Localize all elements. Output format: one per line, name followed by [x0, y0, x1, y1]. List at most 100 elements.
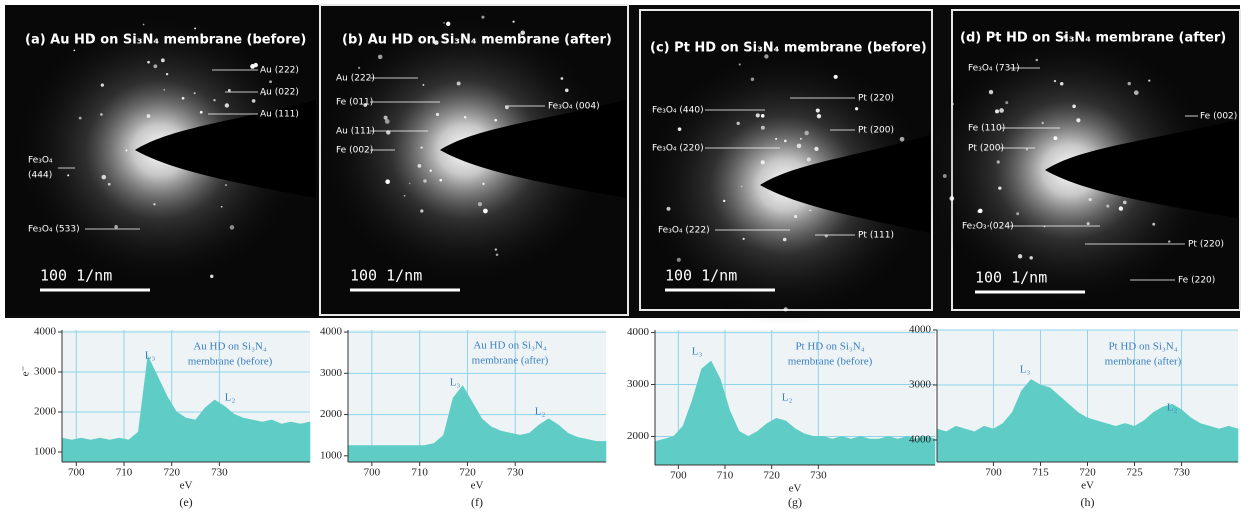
diffraction-spot	[483, 36, 487, 40]
diffraction-spot	[194, 27, 197, 30]
diffraction-spot	[383, 115, 388, 120]
diffraction-spot	[193, 92, 196, 95]
diffraction-panel: (a) Au HD on Si₃N₄ membrane (before) 100 …	[5, 5, 318, 315]
diffraction-spot	[814, 146, 819, 151]
y-tick-label: 3000	[320, 367, 343, 379]
diffraction-spot	[1168, 240, 1171, 243]
x-axis-title: eV	[789, 483, 802, 495]
diffraction-spot	[833, 74, 838, 79]
diffraction-spot	[357, 66, 361, 69]
diffraction-spot	[783, 139, 787, 143]
diffraction-spot	[742, 237, 745, 240]
diffraction-spot	[978, 208, 983, 214]
diffraction-spot	[998, 186, 1002, 190]
diffraction-spot	[760, 114, 765, 118]
diffraction-spot	[429, 169, 432, 172]
diffraction-spot	[560, 77, 564, 80]
scale-bar-label: 100 1/nm	[975, 269, 1047, 287]
diffraction-spot	[1005, 101, 1009, 105]
diffraction-spot	[114, 225, 118, 229]
annotation: Au HD on Si₃N₄	[193, 341, 267, 353]
diffraction-spot	[1063, 35, 1067, 39]
diffraction-spot	[949, 196, 955, 201]
diffraction-spot	[456, 81, 461, 86]
diffraction-spot	[160, 58, 165, 63]
diffraction-spot	[494, 118, 497, 122]
panel-title: (a) Au HD on Si₃N₄ membrane (before)	[25, 33, 306, 48]
diffraction-spot	[1025, 148, 1029, 151]
diffraction-spot	[806, 157, 811, 162]
y-tick-label: 2000	[627, 430, 650, 442]
diffraction-spot	[384, 119, 390, 124]
x-tick-label: 710	[411, 467, 428, 479]
diffraction-spot	[220, 205, 223, 208]
diffraction-spot	[800, 48, 805, 53]
diffraction-spot	[227, 88, 231, 92]
diffraction-spot	[1017, 254, 1023, 259]
diffraction-spot	[750, 77, 755, 81]
diffraction-spot	[1106, 204, 1110, 208]
diffraction-spot	[1053, 79, 1057, 83]
diffraction-spot	[90, 35, 95, 39]
diffraction-spot	[1029, 256, 1033, 260]
diffraction-spot	[417, 164, 422, 168]
reflection-label: Au (222)	[260, 66, 299, 76]
diffraction-spot	[855, 107, 859, 111]
diffraction-spot	[100, 113, 103, 116]
diffraction-spot	[147, 60, 150, 64]
peak-label: L₂	[535, 406, 546, 418]
diffraction-spot	[165, 72, 169, 76]
y-tick-label: 4000	[320, 326, 343, 338]
diffraction-spot	[420, 146, 423, 149]
diffraction-spot	[482, 182, 485, 186]
diffraction-spot	[363, 103, 368, 107]
y-tick-label: 3000	[627, 378, 650, 390]
diffraction-spot	[1122, 200, 1127, 205]
diffraction-spot	[439, 178, 443, 182]
diffraction-spot	[1088, 198, 1092, 202]
diffraction-spot	[263, 93, 266, 96]
diffraction-panel: (c) Pt HD on Si₃N₄ membrane (before) 100 …	[635, 9, 935, 325]
x-tick-label: 715	[1032, 467, 1049, 479]
diffraction-spot	[736, 121, 740, 125]
annotation: membrane (before)	[188, 356, 273, 368]
panel-title: (c) Pt HD on Si₃N₄ membrane (before)	[650, 41, 927, 56]
diffraction-panel: (d) Pt HD on Si₃N₄ membrane (after) 100 1…	[920, 9, 1241, 311]
diffraction-spot	[755, 113, 760, 118]
diffraction-spot	[1041, 121, 1044, 125]
diffraction-spot	[125, 149, 128, 152]
diffraction-spot	[999, 108, 1004, 113]
reflection-label: Fe (002)	[336, 146, 373, 156]
diffraction-spot	[782, 237, 787, 242]
y-tick-label: 4000	[34, 326, 57, 338]
diffraction-spot	[505, 105, 509, 110]
x-tick-label: 730	[810, 470, 827, 482]
diffraction-spot	[1059, 81, 1064, 86]
y-tick-label: 3000	[34, 366, 57, 378]
reflection-label: Fe (220)	[1178, 276, 1215, 286]
panel-caption: (h)	[1081, 495, 1095, 509]
reflection-label: (444)	[28, 171, 52, 181]
annotation: Pt HD on Si₃N₄	[795, 341, 864, 353]
x-axis-title: eV	[180, 480, 193, 492]
diffraction-spot	[1035, 58, 1039, 62]
y-tick-label: 2000	[34, 406, 57, 418]
reflection-label: Fe₃O₄ (220)	[652, 144, 704, 154]
annotation: Pt HD on Si₃N₄	[1108, 341, 1177, 353]
reflection-label: Pt (111)	[858, 231, 894, 241]
diffraction-spot	[988, 89, 994, 95]
diffraction-spot	[403, 194, 406, 197]
diffraction-spot	[181, 96, 185, 100]
diffraction-spot	[815, 108, 820, 113]
diffraction-spot	[422, 84, 425, 86]
spectrum-area	[654, 360, 936, 466]
x-tick-label: 710	[717, 470, 734, 482]
diffraction-spot	[816, 113, 822, 119]
diffraction-spot	[251, 99, 256, 103]
x-tick-label: 720	[763, 470, 780, 482]
diffraction-spot	[564, 88, 569, 93]
diffraction-panel: (b) Au HD on Si₃N₄ membrane (after) 100 1…	[315, 4, 629, 316]
reflection-label: Fe₂O₃ (024)	[962, 222, 1014, 232]
panel-caption: (f)	[471, 495, 483, 509]
diffraction-spot	[67, 174, 70, 177]
